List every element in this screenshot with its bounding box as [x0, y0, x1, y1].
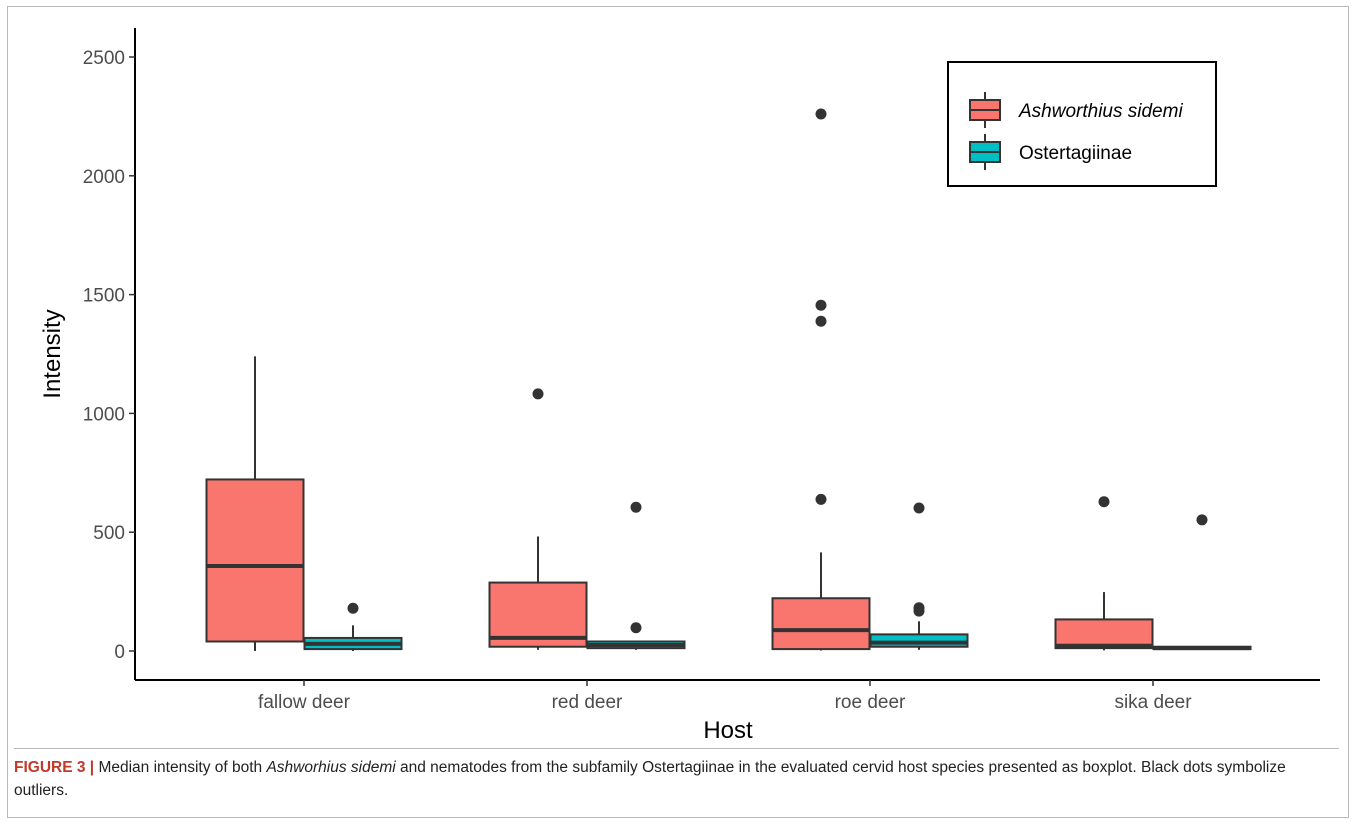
y-tick-label: 2500: [83, 48, 125, 69]
outlier-point: [815, 493, 827, 505]
y-axis: 0 500 1000 1500 2000 2500: [83, 28, 136, 680]
legend-label: Ashworthius sidemi: [1018, 101, 1183, 122]
outlier-point: [1098, 496, 1110, 508]
box-iqr: [869, 633, 969, 648]
outlier-point: [1196, 514, 1208, 526]
box-ostertagiinae-1: [586, 501, 686, 650]
outlier-point: [815, 299, 827, 311]
y-tick-label: 2000: [83, 167, 125, 188]
caption-species: Ashworhius sidemi: [266, 759, 396, 776]
caption-label: FIGURE 3 |: [14, 759, 95, 776]
box-ostertagiinae-0: [303, 602, 403, 651]
outlier-point: [347, 602, 359, 614]
y-axis-title: Intensity: [39, 309, 66, 398]
box-ostertagiinae-2: [869, 502, 969, 650]
outlier-point: [630, 622, 642, 634]
x-axis-title: Host: [703, 717, 753, 744]
legend-label: Ostertagiinae: [1019, 143, 1132, 164]
x-tick-label: red deer: [552, 692, 623, 713]
y-tick-label: 0: [114, 642, 125, 663]
box-ashworthius-3: [1054, 496, 1154, 651]
legend-item: Ashworthius sidemi: [969, 92, 1183, 128]
x-axis: fallow deer red deer roe deer sika deer: [135, 679, 1320, 713]
legend-item: Ostertagiinae: [969, 134, 1132, 170]
box-iqr: [1054, 618, 1154, 650]
y-tick-label: 1500: [83, 286, 125, 307]
box-ashworthius-1: [488, 388, 588, 650]
outlier-point: [630, 501, 642, 513]
legend-box: [947, 61, 1217, 187]
box-ashworthius-2: [771, 108, 871, 651]
outlier-point: [913, 602, 925, 614]
legend: Ashworthius sidemi Ostertagiinae: [947, 61, 1217, 187]
outlier-point: [913, 502, 925, 514]
boxes: [205, 108, 1252, 651]
x-tick-label: sika deer: [1114, 692, 1192, 713]
outlier-point: [815, 108, 827, 120]
caption-text-1: Median intensity of both: [94, 759, 267, 776]
caption-text-2: and nematodes from the subfamily Osterta…: [14, 759, 1286, 799]
y-tick-label: 1000: [83, 404, 125, 425]
box-ostertagiinae-3: [1152, 514, 1252, 651]
outlier-point: [815, 315, 827, 327]
outlier-point: [532, 388, 544, 400]
figure-caption: FIGURE 3 | Median intensity of both Ashw…: [14, 748, 1339, 802]
box-ashworthius-0: [205, 356, 305, 651]
boxplot-chart: 0 500 1000 1500 2000 2500 fallow deer red deer…: [39, 28, 1320, 744]
x-tick-label: fallow deer: [258, 692, 351, 713]
x-tick-label: roe deer: [835, 692, 906, 713]
box-iqr: [205, 478, 305, 643]
y-tick-label: 500: [93, 523, 125, 544]
box-iqr: [771, 597, 871, 651]
